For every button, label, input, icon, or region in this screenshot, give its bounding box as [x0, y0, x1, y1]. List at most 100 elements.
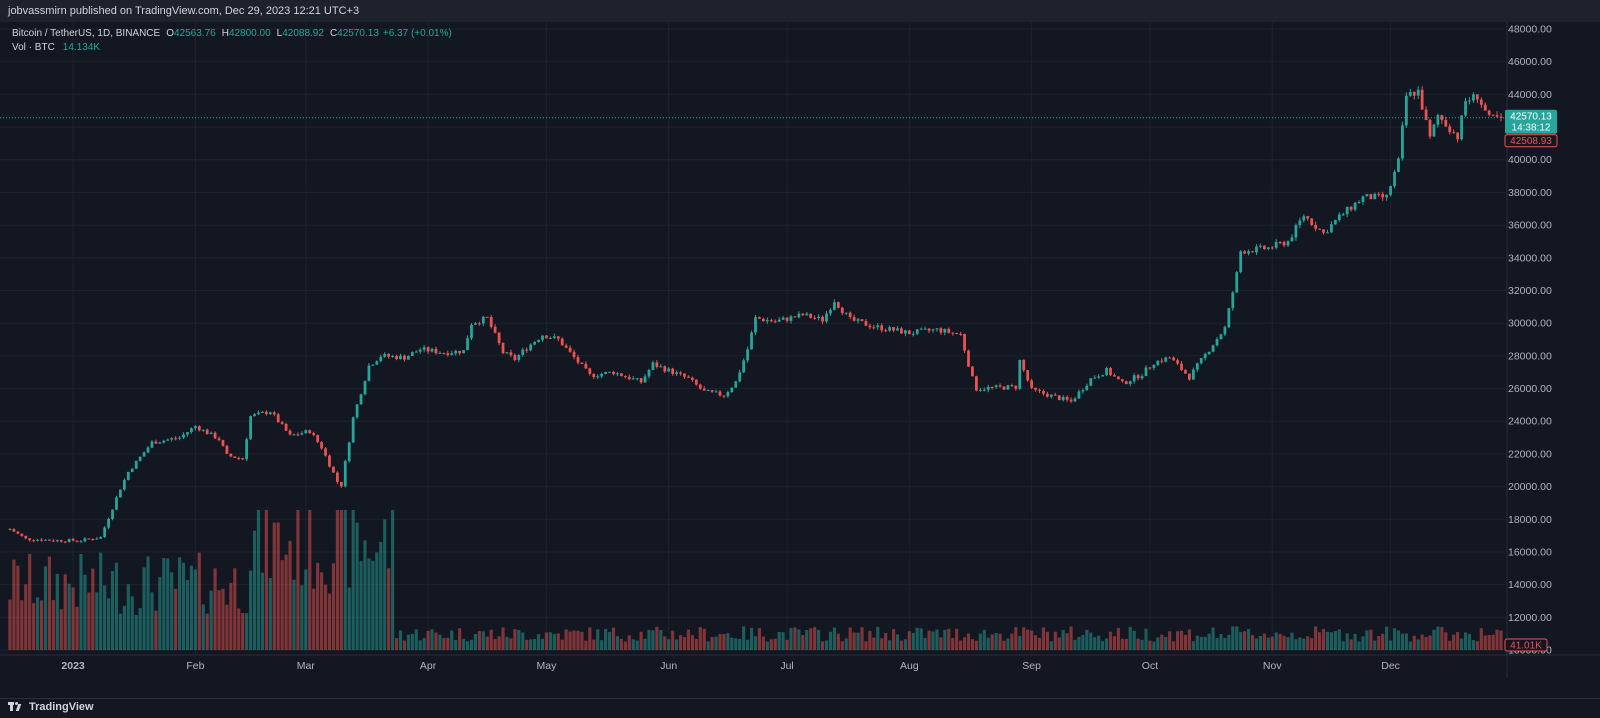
time-tick-label: Mar [297, 660, 316, 672]
volume-bar [600, 640, 604, 650]
volume-bar [682, 637, 687, 650]
candle-body [1046, 393, 1049, 397]
volume-bar [773, 638, 777, 650]
candle-body [647, 369, 651, 377]
volume-bar [1337, 629, 1341, 650]
candle-body [462, 350, 465, 354]
candle-body [1120, 379, 1124, 382]
candle-body [1286, 241, 1290, 246]
candle-body [1326, 232, 1329, 234]
volume-bar [1018, 635, 1022, 650]
candle-body [1030, 380, 1034, 388]
price-chart[interactable]: 48000.0046000.0044000.0042000.0040000.00… [0, 22, 1600, 698]
candle-body [1397, 158, 1400, 172]
candle-body [87, 538, 91, 540]
candle-body [1255, 246, 1258, 253]
candle-body [868, 325, 872, 328]
volume-bar [832, 627, 836, 650]
volume-bar [647, 629, 651, 650]
volume-bar [726, 633, 730, 650]
volume-bar [911, 632, 915, 650]
candle-body [379, 356, 383, 362]
volume-bar [1191, 641, 1195, 650]
volume-bar [615, 636, 620, 650]
change-value: +6.37 (+0.01%) [382, 28, 452, 39]
volume-bar [1116, 628, 1120, 650]
volume-bar [619, 638, 623, 650]
volume-bar [820, 641, 825, 650]
volume-bar [1444, 632, 1448, 650]
candle-body [174, 438, 178, 440]
time-tick-label: Jul [780, 660, 793, 672]
candle-body [600, 373, 604, 377]
volume-bar [201, 604, 205, 650]
candle-body [1385, 194, 1389, 198]
volume-bar [1006, 638, 1010, 650]
candle-body [1353, 202, 1357, 210]
candle-body [888, 327, 891, 331]
candle-body [1101, 375, 1105, 377]
candle-body [1136, 375, 1140, 379]
candle-body [497, 332, 501, 344]
volume-bar [387, 568, 391, 650]
volume-bar [422, 638, 426, 650]
candle-body [430, 348, 434, 352]
candle-body [1369, 194, 1373, 200]
candle-body [316, 435, 320, 443]
volume-bar [623, 641, 627, 650]
volume-bar [1033, 635, 1038, 650]
volume-bar [671, 630, 675, 650]
candle-body [332, 466, 335, 473]
candle-body [1113, 375, 1116, 377]
chart-area[interactable]: 48000.0046000.0044000.0042000.0040000.00… [0, 22, 1600, 698]
volume-bar [1053, 631, 1057, 650]
volume-bar [714, 636, 718, 650]
volume-bar [414, 629, 418, 650]
volume-bar [1282, 635, 1286, 650]
candle-body [533, 341, 536, 345]
volume-tag-text: 41.01K [1510, 641, 1542, 652]
volume-bar [1424, 636, 1428, 650]
volume-bar [868, 630, 872, 650]
volume-bar [1325, 631, 1330, 650]
volume-bar [639, 631, 643, 650]
volume-bar [895, 634, 900, 650]
volume-bar [59, 609, 63, 650]
candle-body [588, 368, 592, 374]
volume-bar [465, 641, 470, 650]
tradingview-logo[interactable]: TradingView [8, 701, 94, 713]
candle-body [1428, 120, 1432, 137]
volume-bar [252, 530, 257, 650]
volume-bar [272, 522, 276, 650]
candle-body [714, 391, 718, 393]
candle-body [923, 328, 927, 330]
volume-bar [138, 608, 142, 650]
candle-body [485, 316, 489, 318]
candle-body [1132, 375, 1136, 382]
grid-lines [0, 22, 1600, 678]
volume-bar [363, 540, 367, 650]
volume-bar [903, 639, 907, 650]
volume-bar [529, 639, 533, 650]
candle-body [466, 338, 469, 351]
candle-body [414, 351, 418, 353]
candle-body [955, 332, 959, 334]
candle-body [1207, 351, 1211, 355]
volume-bar [1049, 641, 1053, 650]
candle-body [205, 429, 209, 435]
volume-bar [718, 634, 722, 650]
volume-bar [442, 637, 446, 650]
symbol-label: Bitcoin / TetherUS, 1D, BINANCE [12, 28, 161, 39]
candle-body [51, 540, 55, 542]
candle-body [825, 313, 828, 322]
volume-bar [209, 590, 213, 650]
volume-bar [256, 510, 261, 650]
volume-bar [99, 552, 103, 650]
candle-body [1290, 237, 1294, 242]
volume-bar [1199, 636, 1203, 650]
volume-bar [1195, 635, 1199, 650]
volume-bar [1420, 634, 1424, 650]
candle-body [1337, 214, 1341, 221]
candle-body [111, 509, 114, 519]
volume-bar [213, 568, 217, 650]
